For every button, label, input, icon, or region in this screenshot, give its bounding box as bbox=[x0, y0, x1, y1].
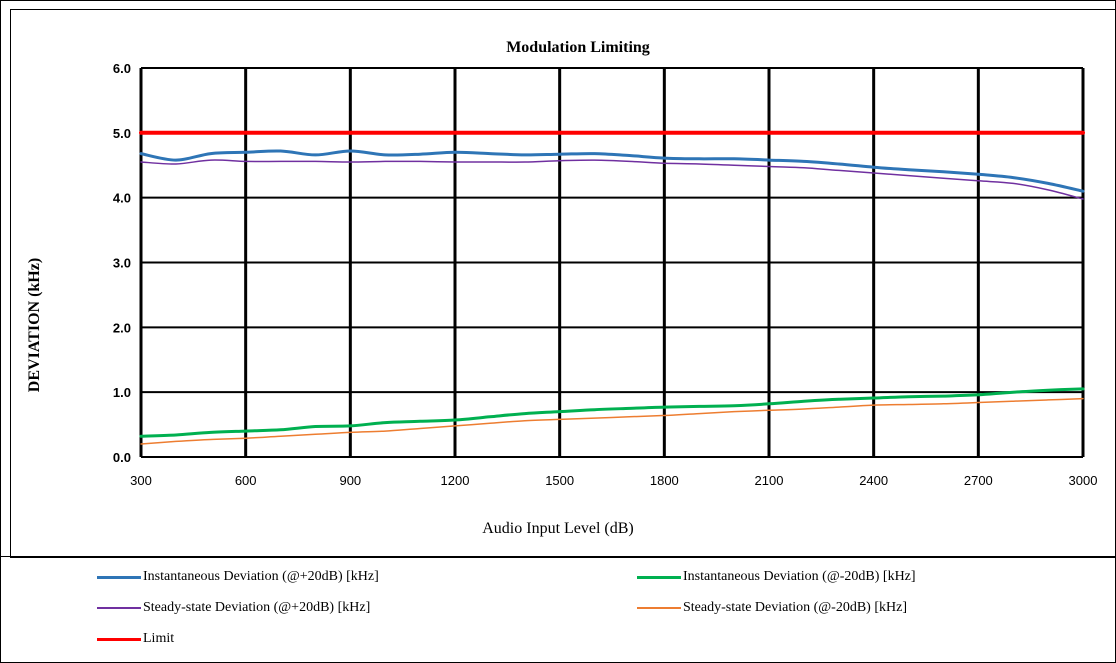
line-chart: Modulation Limiting 0.0 1.0 2.0 3.0 4.0 5.0 6.… bbox=[26, 39, 1098, 537]
x-tick-label: 3000 bbox=[1069, 473, 1098, 488]
legend: Instantaneous Deviation (@+20dB) [kHz] I… bbox=[1, 556, 1115, 663]
legend-label: Steady-state Deviation (@-20dB) [kHz] bbox=[683, 600, 907, 615]
series-line-steady-state-deviation-20db-khz bbox=[140, 397, 1084, 445]
y-tick-label: 4.0 bbox=[113, 191, 131, 206]
x-tick-label: 1800 bbox=[650, 473, 679, 488]
legend-swatch bbox=[97, 607, 141, 609]
legend-label: Instantaneous Deviation (@+20dB) [kHz] bbox=[143, 569, 379, 584]
x-tick-label: 1500 bbox=[545, 473, 574, 488]
legend-label: Instantaneous Deviation (@-20dB) [kHz] bbox=[683, 569, 916, 584]
legend-item: Limit bbox=[97, 629, 174, 649]
x-tick-label: 2700 bbox=[964, 473, 993, 488]
legend-swatch bbox=[637, 575, 681, 579]
x-tick-label: 900 bbox=[339, 473, 361, 488]
legend-item: Instantaneous Deviation (@-20dB) [kHz] bbox=[637, 567, 916, 587]
legend-item: Instantaneous Deviation (@+20dB) [kHz] bbox=[97, 567, 379, 587]
y-tick-label: 2.0 bbox=[113, 320, 131, 335]
x-tick-label: 300 bbox=[130, 473, 152, 488]
x-axis-label: Audio Input Level (dB) bbox=[482, 520, 634, 537]
legend-item: Steady-state Deviation (@+20dB) [kHz] bbox=[97, 598, 370, 618]
y-axis-label: DEVIATION (kHz) bbox=[26, 258, 43, 392]
chart-title: Modulation Limiting bbox=[506, 39, 650, 56]
y-tick-label: 5.0 bbox=[113, 126, 131, 141]
legend-label: Limit bbox=[143, 631, 175, 646]
y-tick-label: 3.0 bbox=[113, 256, 131, 271]
series-line-instantaneous-deviation-20db-khz bbox=[139, 149, 1085, 193]
plot-frame bbox=[10, 9, 1116, 558]
legend-swatch bbox=[637, 607, 681, 609]
y-tick-label: 0.0 bbox=[113, 450, 131, 465]
legend-swatch bbox=[97, 575, 141, 579]
y-tick-label: 1.0 bbox=[113, 385, 131, 400]
series-line-instantaneous-deviation-20db-khz bbox=[139, 387, 1085, 438]
y-tick-label: 6.0 bbox=[113, 61, 131, 76]
legend-label: Steady-state Deviation (@+20dB) [kHz] bbox=[143, 600, 371, 615]
x-tick-label: 600 bbox=[235, 473, 257, 488]
x-tick-label: 1200 bbox=[441, 473, 470, 488]
legend-item: Steady-state Deviation (@-20dB) [kHz] bbox=[637, 598, 907, 618]
x-tick-label: 2400 bbox=[859, 473, 888, 488]
legend-swatch bbox=[97, 637, 141, 641]
x-tick-label: 2100 bbox=[755, 473, 784, 488]
series-line-steady-state-deviation-20db-khz bbox=[140, 159, 1084, 200]
